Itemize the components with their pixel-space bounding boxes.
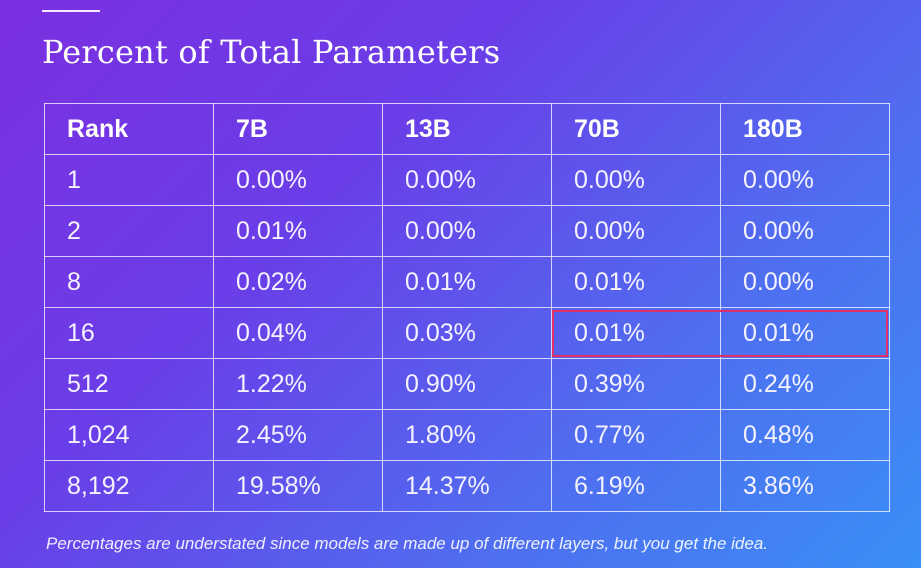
cell-value: 0.00%: [551, 205, 721, 257]
header-13b: 13B: [382, 103, 552, 155]
table-row: 1 0.00% 0.00% 0.00% 0.00%: [44, 154, 890, 206]
table-row: 1,024 2.45% 1.80% 0.77% 0.48%: [44, 409, 890, 461]
header-180b: 180B: [720, 103, 890, 155]
cell-rank: 8: [44, 256, 214, 308]
header-rank: Rank: [44, 103, 214, 155]
cell-value: 0.01%: [213, 205, 383, 257]
table-row: 16 0.04% 0.03% 0.01% 0.01%: [44, 307, 890, 359]
cell-value: 0.00%: [720, 205, 890, 257]
cell-rank: 8,192: [44, 460, 214, 512]
cell-value: 0.00%: [551, 154, 721, 206]
header-7b: 7B: [213, 103, 383, 155]
cell-value-highlighted: 0.01%: [551, 307, 721, 359]
cell-value: 6.19%: [551, 460, 721, 512]
parameters-table-container: Rank 7B 13B 70B 180B 1 0.00% 0.00% 0.00%…: [44, 103, 890, 513]
cell-rank: 16: [44, 307, 214, 359]
cell-value: 0.90%: [382, 358, 552, 410]
parameters-table: Rank 7B 13B 70B 180B 1 0.00% 0.00% 0.00%…: [44, 103, 890, 512]
table-header-row: Rank 7B 13B 70B 180B: [44, 103, 890, 155]
page-title: Percent of Total Parameters: [42, 33, 501, 71]
cell-value: 0.01%: [382, 256, 552, 308]
cell-value: 0.77%: [551, 409, 721, 461]
cell-value: 0.04%: [213, 307, 383, 359]
cell-value: 14.37%: [382, 460, 552, 512]
cell-value: 0.48%: [720, 409, 890, 461]
cell-value: 0.00%: [382, 205, 552, 257]
cell-rank: 512: [44, 358, 214, 410]
cell-value: 19.58%: [213, 460, 383, 512]
cell-rank: 2: [44, 205, 214, 257]
cell-value: 0.00%: [382, 154, 552, 206]
cell-value: 0.39%: [551, 358, 721, 410]
cell-value: 0.00%: [213, 154, 383, 206]
table-row: 8,192 19.58% 14.37% 6.19% 3.86%: [44, 460, 890, 512]
cell-value: 0.00%: [720, 154, 890, 206]
cell-value: 0.01%: [551, 256, 721, 308]
table-row: 2 0.01% 0.00% 0.00% 0.00%: [44, 205, 890, 257]
cell-value: 1.22%: [213, 358, 383, 410]
cell-rank: 1: [44, 154, 214, 206]
top-divider: [42, 10, 100, 12]
cell-value: 0.00%: [720, 256, 890, 308]
cell-value: 3.86%: [720, 460, 890, 512]
cell-value: 0.02%: [213, 256, 383, 308]
cell-value-highlighted: 0.01%: [720, 307, 890, 359]
table-row: 512 1.22% 0.90% 0.39% 0.24%: [44, 358, 890, 410]
footnote: Percentages are understated since models…: [46, 534, 768, 553]
header-70b: 70B: [551, 103, 721, 155]
cell-value: 1.80%: [382, 409, 552, 461]
cell-rank: 1,024: [44, 409, 214, 461]
cell-value: 2.45%: [213, 409, 383, 461]
cell-value: 0.03%: [382, 307, 552, 359]
table-row: 8 0.02% 0.01% 0.01% 0.00%: [44, 256, 890, 308]
cell-value: 0.24%: [720, 358, 890, 410]
